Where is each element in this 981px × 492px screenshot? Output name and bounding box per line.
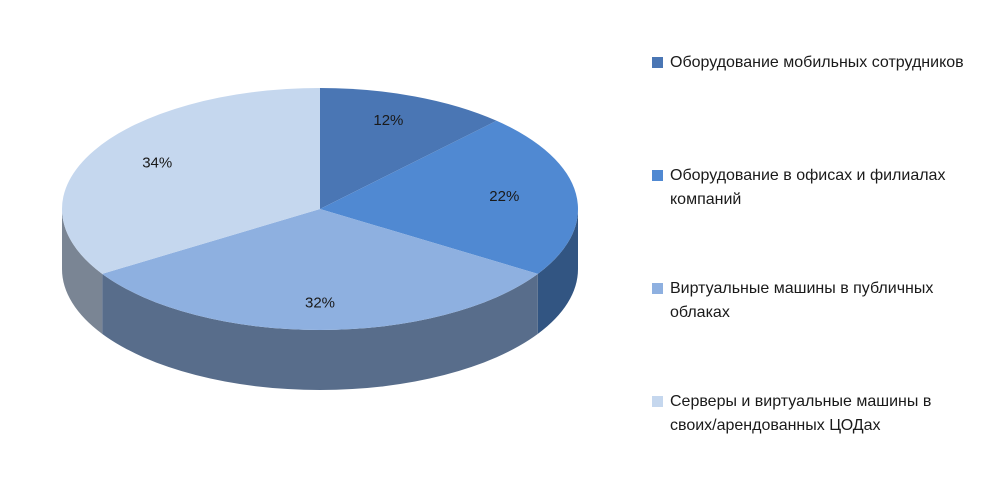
data-label: 22%: [489, 188, 519, 205]
legend-item: Оборудование мобильных сотрудников: [652, 51, 967, 75]
legend-label: Оборудование мобильных сотрудников: [670, 54, 964, 71]
legend-item: Оборудование в офисах и филиалах компани…: [652, 164, 967, 212]
pie-slice: [320, 120, 578, 274]
legend-label: Виртуальные машины в публичных облаках: [670, 280, 934, 321]
slice-side: [537, 209, 578, 334]
legend-swatch: [652, 57, 663, 68]
legend-item: Виртуальные машины в публичных облаках: [652, 277, 967, 325]
pie-slice: [320, 88, 497, 209]
data-label: 34%: [142, 155, 172, 172]
legend-label: Серверы и виртуальные машины в своих/аре…: [670, 393, 932, 434]
pie-slice: [62, 88, 321, 274]
pie-slice: [102, 209, 538, 330]
legend-swatch: [652, 396, 663, 407]
legend-swatch: [652, 170, 663, 181]
legend-label: Оборудование в офисах и филиалах компани…: [670, 167, 946, 208]
data-label: 12%: [373, 112, 403, 129]
pie-area: 12% 22% 32% 34%: [62, 88, 578, 390]
legend-item: Серверы и виртуальные машины в своих/аре…: [652, 390, 967, 438]
slice-side: [62, 209, 103, 334]
data-label: 32%: [305, 294, 335, 311]
legend-swatch: [652, 283, 663, 294]
slice-side: [102, 273, 538, 390]
